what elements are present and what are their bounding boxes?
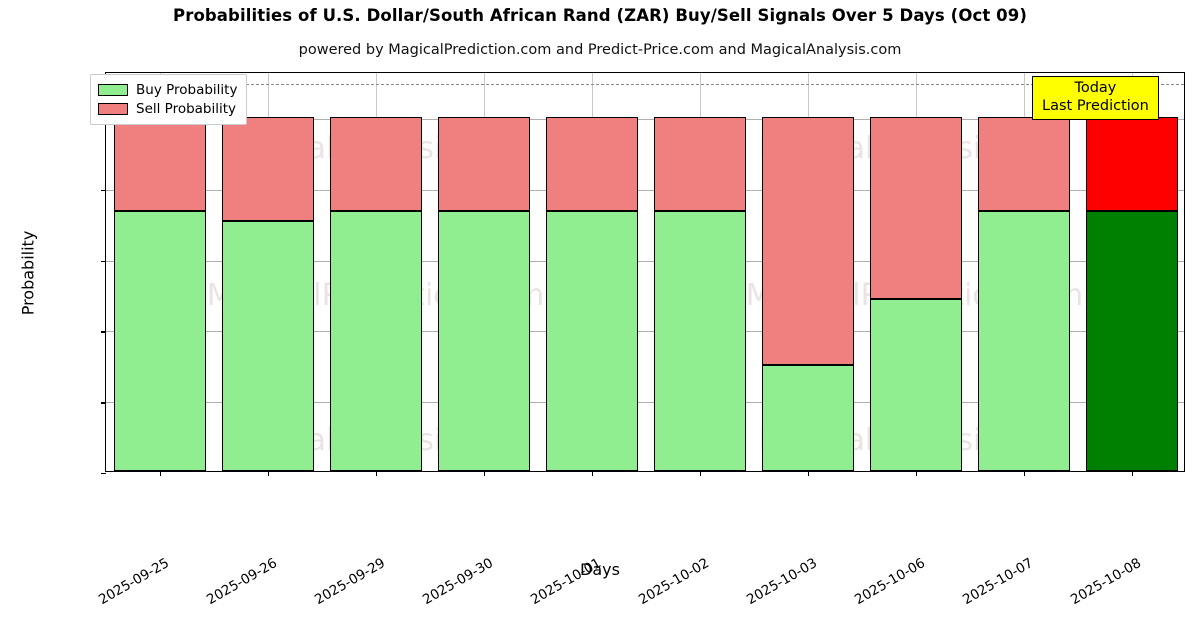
bar-group[interactable] [437, 73, 531, 471]
bar-segment-buy[interactable] [869, 298, 963, 471]
bar-segment-buy[interactable] [977, 210, 1071, 471]
y-tick-mark [101, 473, 106, 475]
bar-segment-buy[interactable] [329, 210, 423, 471]
gridline-horizontal [106, 331, 1184, 333]
bar-group[interactable] [761, 73, 855, 471]
gridline-horizontal [106, 119, 1184, 121]
chart-subtitle: powered by MagicalPrediction.com and Pre… [298, 42, 902, 58]
bar-segment-buy[interactable] [221, 221, 315, 471]
bar-segment-sell[interactable] [653, 117, 747, 211]
x-tick-mark [376, 471, 378, 476]
legend-label: Buy Probability [136, 81, 238, 98]
chart-legend[interactable]: Buy Probability Sell Probability [90, 74, 248, 125]
y-axis-label: Probability [18, 230, 38, 316]
bar-segment-sell[interactable] [329, 117, 423, 211]
bar-group[interactable] [977, 73, 1071, 471]
bar-group[interactable] [545, 73, 639, 471]
bar-segment-buy[interactable] [437, 210, 531, 471]
annotation-line-1: Today [1074, 80, 1117, 96]
bar-segment-buy[interactable] [113, 210, 207, 471]
x-tick-mark [808, 471, 810, 476]
bar-segment-sell[interactable] [545, 117, 639, 211]
legend-swatch [98, 83, 128, 96]
x-tick-mark [1024, 471, 1026, 476]
today-last-prediction-annotation: Today Last Prediction [1032, 76, 1159, 121]
bar-group[interactable] [329, 73, 423, 471]
x-tick-mark [160, 471, 162, 476]
y-tick-mark [101, 402, 106, 404]
bar-segment-buy[interactable] [653, 210, 747, 471]
bar-segment-sell[interactable] [113, 117, 207, 211]
bar-group[interactable] [1085, 73, 1179, 471]
bar-group[interactable] [869, 73, 963, 471]
bar-group[interactable] [113, 73, 207, 471]
x-axis-label: Days [580, 560, 620, 579]
x-tick-mark [916, 471, 918, 476]
gridline-horizontal [106, 260, 1184, 262]
x-tick-mark [1132, 471, 1134, 476]
bar-segment-sell[interactable] [221, 117, 315, 222]
gridline-horizontal [106, 402, 1184, 404]
bar-group[interactable] [221, 73, 315, 471]
bar-segment-buy[interactable] [1085, 210, 1179, 471]
plot-area: MagicalAnalysis.comMagicalAnalysis.com M… [19, 72, 1185, 608]
chart-title: Probabilities of U.S. Dollar/South Afric… [173, 6, 1027, 25]
x-tick-mark [592, 471, 594, 476]
bar-segment-sell[interactable] [977, 117, 1071, 211]
annotation-line-2: Last Prediction [1042, 97, 1149, 114]
bar-segment-sell[interactable] [437, 117, 531, 211]
threshold-line [106, 83, 1184, 85]
bar-group[interactable] [653, 73, 747, 471]
bar-segment-buy[interactable] [545, 210, 639, 471]
legend-swatch [98, 102, 128, 115]
x-tick-mark [700, 471, 702, 476]
chart-figure: Probabilities of U.S. Dollar/South Afric… [18, 6, 1185, 609]
y-tick-mark [101, 189, 106, 192]
legend-item[interactable]: Buy Probability [98, 80, 237, 99]
x-tick-mark [268, 471, 270, 476]
bar-segment-sell[interactable] [1085, 117, 1179, 211]
y-tick-mark [101, 260, 106, 262]
gridline-horizontal [106, 189, 1184, 191]
x-tick-mark [484, 471, 486, 476]
plot-clip: MagicalAnalysis.comMagicalAnalysis.com M… [106, 73, 1184, 471]
bar-segment-buy[interactable] [761, 364, 855, 471]
bar-segment-sell[interactable] [761, 117, 855, 365]
y-tick-mark [101, 331, 106, 333]
bar-segment-sell[interactable] [869, 117, 963, 299]
legend-item[interactable]: Sell Probability [98, 99, 237, 118]
legend-label: Sell Probability [136, 100, 237, 117]
